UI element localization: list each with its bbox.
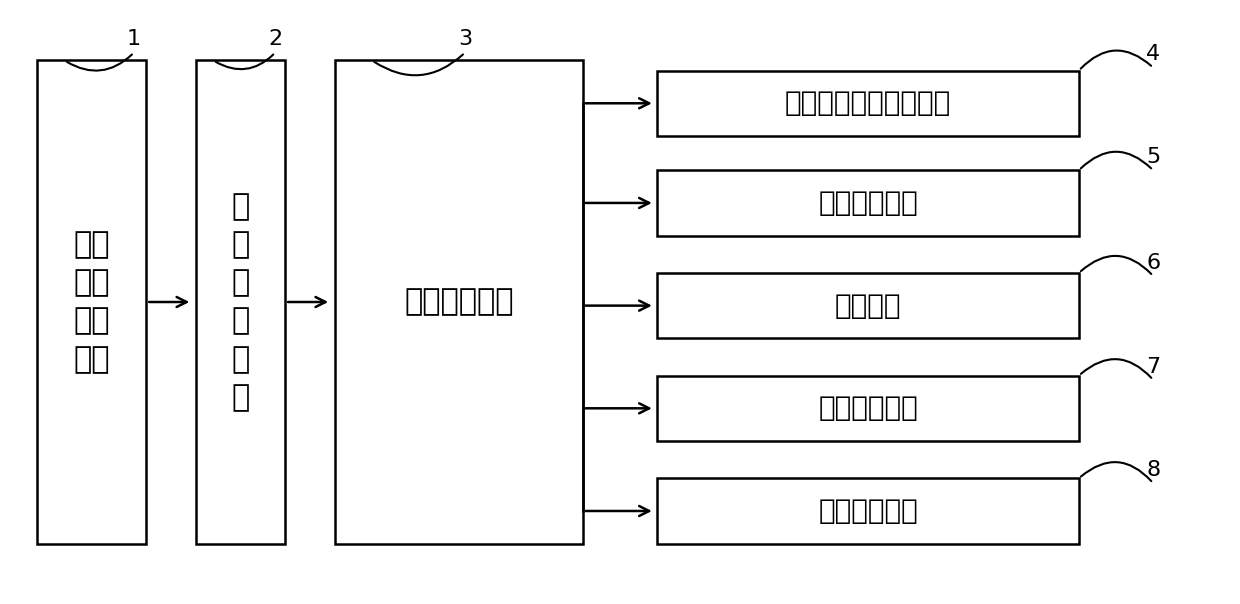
Text: 危害数据模型构建模块: 危害数据模型构建模块	[785, 89, 951, 117]
Text: 数
据
传
输
模
块: 数 据 传 输 模 块	[232, 192, 249, 412]
Bar	[657, 376, 1079, 441]
Text: 数据显示模块: 数据显示模块	[818, 497, 918, 525]
Text: 中央控制模块: 中央控制模块	[404, 288, 513, 316]
Text: 1: 1	[126, 29, 141, 50]
Text: 7: 7	[1146, 356, 1161, 377]
Text: 8: 8	[1146, 460, 1161, 480]
Text: 3: 3	[458, 29, 472, 50]
Text: 危害判断模块: 危害判断模块	[818, 189, 918, 217]
Bar	[37, 60, 146, 544]
Bar	[657, 170, 1079, 236]
Text: 2: 2	[268, 29, 283, 50]
Bar	[657, 273, 1079, 338]
Text: 4: 4	[1146, 44, 1161, 65]
Text: 6: 6	[1146, 252, 1161, 273]
Bar	[657, 71, 1079, 136]
Text: 报警模块: 报警模块	[835, 292, 901, 320]
Text: 数据存储模块: 数据存储模块	[818, 394, 918, 422]
Text: 光谱
数据
采集
模块: 光谱 数据 采集 模块	[73, 230, 110, 374]
Bar	[335, 60, 583, 544]
Text: 5: 5	[1146, 147, 1161, 167]
Bar	[196, 60, 285, 544]
Bar	[657, 478, 1079, 544]
